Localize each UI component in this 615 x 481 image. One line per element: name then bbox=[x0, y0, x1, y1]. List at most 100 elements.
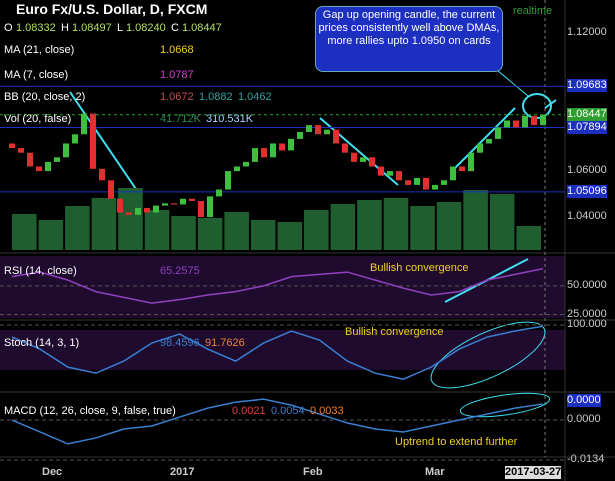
candle bbox=[504, 120, 510, 128]
candle bbox=[396, 171, 402, 181]
stoch-line bbox=[11, 325, 544, 380]
indicator-label: Stoch (14, 3, 1) bbox=[4, 337, 80, 349]
indicator-label: BB (20, close, 2) bbox=[4, 91, 86, 103]
candle bbox=[27, 152, 33, 167]
candle bbox=[531, 115, 537, 126]
candle bbox=[126, 212, 132, 215]
volume-bar bbox=[197, 218, 223, 250]
volume-bar bbox=[410, 206, 435, 250]
x-tick-label: Mar bbox=[425, 466, 445, 478]
annotation-arrows bbox=[69, 69, 557, 418]
candle bbox=[135, 207, 141, 215]
candle bbox=[180, 198, 186, 205]
macd-note: Uptrend to extend further bbox=[395, 436, 518, 448]
candle bbox=[261, 148, 267, 158]
y-tick-label: -0.0134 bbox=[567, 453, 605, 465]
candle bbox=[315, 125, 321, 135]
candle bbox=[468, 152, 474, 172]
candle bbox=[90, 113, 96, 169]
candle bbox=[207, 196, 213, 218]
candle bbox=[189, 198, 195, 202]
indicator-value: 1.0668 bbox=[160, 44, 194, 56]
volume-bar bbox=[277, 222, 303, 250]
callout: Gap up opening candle, the current price… bbox=[315, 6, 503, 72]
candle bbox=[162, 203, 168, 206]
rsi-note: Bullish convergence bbox=[370, 262, 469, 274]
x-tick-label: 2017 bbox=[170, 466, 195, 478]
candle bbox=[9, 143, 15, 149]
volume-bar bbox=[118, 188, 143, 250]
candle bbox=[414, 177, 420, 185]
volume-bar bbox=[489, 194, 515, 250]
candle bbox=[351, 152, 357, 162]
candle bbox=[18, 148, 24, 153]
candle bbox=[486, 138, 492, 144]
volume-bar bbox=[463, 190, 488, 250]
volume-bar bbox=[171, 216, 196, 250]
candle bbox=[117, 198, 123, 213]
indicator-value: 0.0021 bbox=[232, 405, 266, 417]
ohlc-label: L bbox=[117, 22, 124, 34]
status: realtime bbox=[513, 5, 553, 17]
candle bbox=[387, 171, 393, 176]
volume-bar bbox=[65, 206, 90, 250]
volume-bar bbox=[224, 212, 249, 250]
indicator-value: 0.0033 bbox=[310, 405, 344, 417]
chart-title: Euro Fx/U.S. Dollar, D, FXCM bbox=[16, 1, 208, 17]
candle bbox=[540, 114, 546, 126]
candle bbox=[270, 143, 276, 158]
candle bbox=[81, 113, 87, 135]
candle bbox=[234, 166, 240, 172]
candle bbox=[324, 129, 330, 135]
candle bbox=[450, 166, 456, 181]
candle bbox=[243, 161, 249, 167]
macd-line bbox=[11, 398, 544, 445]
volume-bar bbox=[144, 210, 170, 250]
candle bbox=[360, 157, 366, 162]
candle bbox=[288, 138, 294, 151]
candle bbox=[279, 143, 285, 151]
candle bbox=[36, 166, 42, 172]
price-label: 1.05096 bbox=[567, 184, 607, 198]
candle bbox=[378, 166, 384, 176]
stoch-note: Bullish convergence bbox=[345, 326, 444, 338]
candle bbox=[495, 127, 501, 139]
rsi-line bbox=[11, 267, 544, 304]
indicator-value: 91.7626 bbox=[205, 337, 245, 349]
indicator-value: 1.0672 bbox=[160, 91, 194, 103]
ohlc-value: 1.08332 bbox=[16, 22, 56, 34]
volume-bar bbox=[250, 220, 276, 250]
candle bbox=[225, 171, 231, 190]
candle bbox=[459, 166, 465, 172]
indicator-value: 65.2575 bbox=[160, 265, 200, 277]
x-tick-label: Feb bbox=[303, 466, 323, 478]
price-label: 1.06000 bbox=[567, 164, 607, 177]
candle bbox=[423, 177, 429, 190]
indicator-label: RSI (14, close) bbox=[4, 265, 77, 277]
price-label: 1.12000 bbox=[567, 26, 607, 39]
ohlc-value: 1.08447 bbox=[182, 22, 222, 34]
volume-bar bbox=[12, 214, 37, 250]
indicator-value: 1.0787 bbox=[160, 69, 194, 81]
volume-bar bbox=[383, 198, 409, 250]
candle bbox=[171, 203, 177, 205]
candle bbox=[405, 180, 411, 185]
x-tick-label: 2017-03-27 bbox=[505, 466, 562, 479]
volume-bar bbox=[516, 226, 541, 250]
y-tick-label: 50.0000 bbox=[567, 278, 607, 291]
candle bbox=[297, 131, 303, 139]
volume-bar bbox=[304, 210, 329, 250]
y-tick-label: 100.000 bbox=[567, 318, 607, 330]
candle bbox=[45, 161, 51, 172]
candle bbox=[513, 120, 519, 128]
candle bbox=[432, 184, 438, 190]
candle bbox=[306, 125, 312, 132]
ohlc-value: 1.08497 bbox=[72, 22, 112, 34]
candle bbox=[108, 180, 114, 199]
stoch-band bbox=[0, 330, 565, 370]
candle bbox=[63, 143, 69, 158]
volume-bar bbox=[38, 220, 64, 250]
candle bbox=[72, 134, 78, 144]
